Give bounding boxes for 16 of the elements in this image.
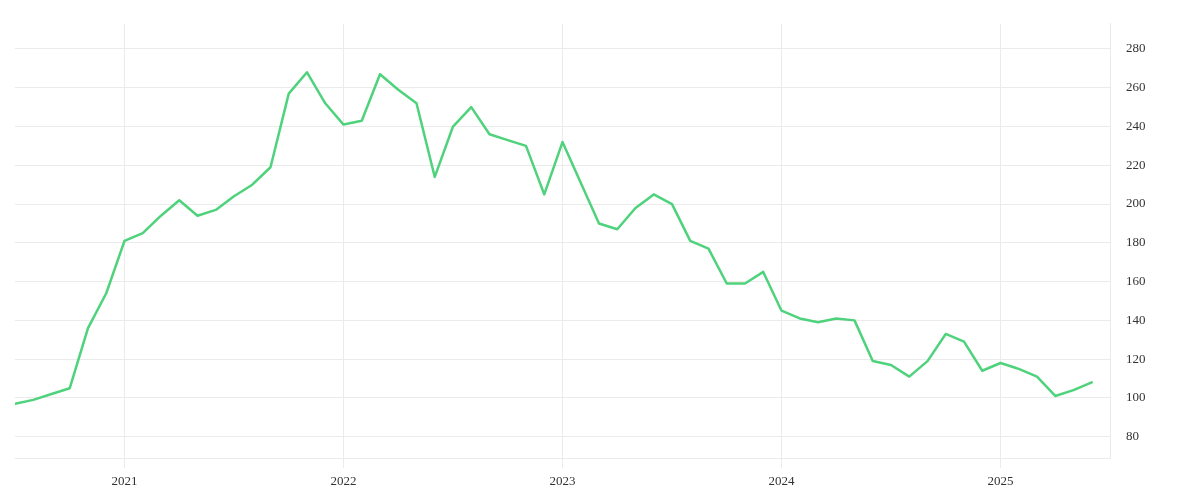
y-tick-label: 120 bbox=[1126, 350, 1146, 366]
x-tick-label: 2021 bbox=[111, 473, 138, 489]
y-tick-label: 200 bbox=[1126, 195, 1146, 211]
y-tick-label: 160 bbox=[1126, 273, 1146, 289]
y-tick-label: 280 bbox=[1126, 40, 1146, 56]
x-tick-label: 2024 bbox=[768, 473, 795, 489]
y-tick-label: 80 bbox=[1126, 428, 1139, 444]
x-tick-label: 2025 bbox=[987, 473, 1014, 489]
x-tick-label: 2023 bbox=[549, 473, 576, 489]
x-tick-label: 2022 bbox=[330, 473, 357, 489]
y-tick-label: 260 bbox=[1126, 79, 1146, 95]
y-tick-label: 100 bbox=[1126, 389, 1146, 405]
y-tick-label: 220 bbox=[1126, 156, 1146, 172]
y-tick-label: 140 bbox=[1126, 311, 1146, 327]
y-tick-label: 180 bbox=[1126, 234, 1146, 250]
y-tick-label: 240 bbox=[1126, 117, 1146, 133]
